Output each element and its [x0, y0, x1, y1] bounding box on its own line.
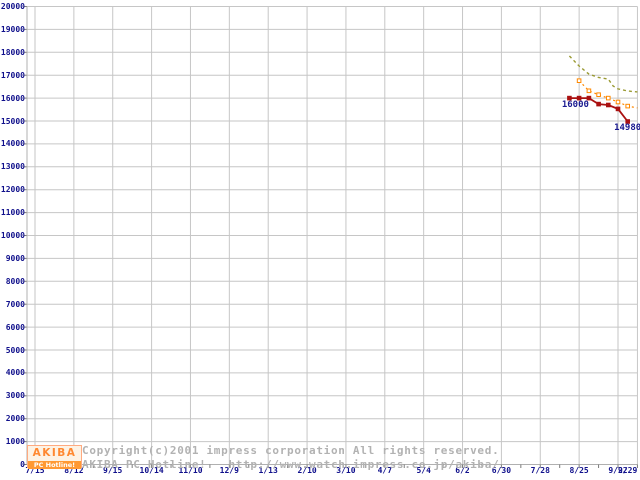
x-tick-label: 2/10 [297, 466, 317, 475]
y-tick-label: 10000 [0, 231, 25, 240]
y-tick-label: 1000 [5, 437, 25, 447]
y-tick-label: 19000 [0, 24, 25, 34]
series-marker-middle-orange-dashed [615, 99, 621, 105]
akiba-pc-hotline-logo: AKIBA PC Hotline! [27, 445, 82, 469]
y-tick-label: 5000 [5, 345, 25, 355]
y-tick-label: 0 [20, 460, 25, 469]
series-line-upper-olive-dashed [568, 55, 638, 93]
series-marker-middle-orange-dashed [625, 103, 631, 109]
x-tick-label: 4/7 [377, 466, 393, 475]
series-marker-middle-orange-dashed [606, 95, 611, 101]
y-tick-label: 16000 [0, 93, 25, 103]
y-tick-label: 8000 [5, 276, 25, 286]
x-tick-label: 9/22 [608, 466, 628, 475]
series-marker-middle-orange-dashed [586, 88, 592, 94]
x-tick-label: 6/30 [491, 466, 512, 475]
series-marker-middle-orange-dashed [596, 92, 601, 98]
x-tick-label: 10/14 [139, 466, 164, 475]
y-tick-label: 9000 [5, 253, 25, 263]
x-tick-label: 3/10 [336, 466, 356, 475]
annotation-low-price: 14980 [614, 122, 640, 133]
x-tick-label: 11/10 [178, 466, 203, 475]
y-tick-label: 18000 [0, 47, 25, 57]
y-tick-label: 4000 [5, 368, 25, 378]
x-tick-label: 8/12 [64, 466, 84, 475]
y-tick-label: 11000 [0, 208, 25, 218]
series-marker-lower-red-solid [606, 102, 611, 108]
series-marker-middle-orange-dashed [576, 78, 582, 84]
series-marker-lower-red-solid [586, 95, 592, 101]
x-tick-label: 1/13 [258, 466, 278, 475]
y-tick-label: 13000 [0, 162, 25, 172]
y-tick-label: 20000 [0, 2, 25, 11]
x-tick-label: 12/9 [219, 466, 239, 475]
copyright-line: Copyright(c)2001 impress corporation All… [82, 444, 500, 457]
x-tick-label: 9/29 [618, 466, 638, 475]
logo-akiba-text: AKIBA [32, 447, 77, 459]
y-tick-label: 12000 [0, 185, 25, 195]
y-tick-label: 17000 [0, 70, 25, 80]
annotation-high-price: 16000 [561, 100, 589, 111]
series-marker-lower-red-solid [625, 119, 631, 124]
site-url-line: AKIBA PC Hotline! http://www.watch.impre… [82, 458, 500, 471]
x-tick-label: 7/15 [25, 466, 45, 475]
series-marker-lower-red-solid [567, 95, 572, 101]
x-tick-label: 9/15 [103, 466, 123, 475]
y-tick-label: 2000 [5, 414, 25, 424]
logo-pc-hotline-text: PC Hotline! [28, 461, 81, 469]
series-marker-lower-red-solid [576, 95, 582, 101]
y-tick-label: 6000 [5, 322, 25, 332]
x-tick-label: 7/28 [530, 466, 550, 475]
y-tick-label: 15000 [0, 116, 25, 126]
y-tick-label: 14000 [0, 139, 25, 149]
series-marker-lower-red-solid [596, 101, 601, 107]
y-tick-label: 3000 [5, 391, 25, 401]
series-marker-lower-red-solid [615, 106, 621, 112]
x-tick-label: 8/25 [569, 466, 589, 475]
x-tick-label: 6/2 [455, 466, 470, 475]
y-tick-label: 7000 [5, 299, 25, 309]
x-tick-label: 5/4 [416, 466, 431, 475]
